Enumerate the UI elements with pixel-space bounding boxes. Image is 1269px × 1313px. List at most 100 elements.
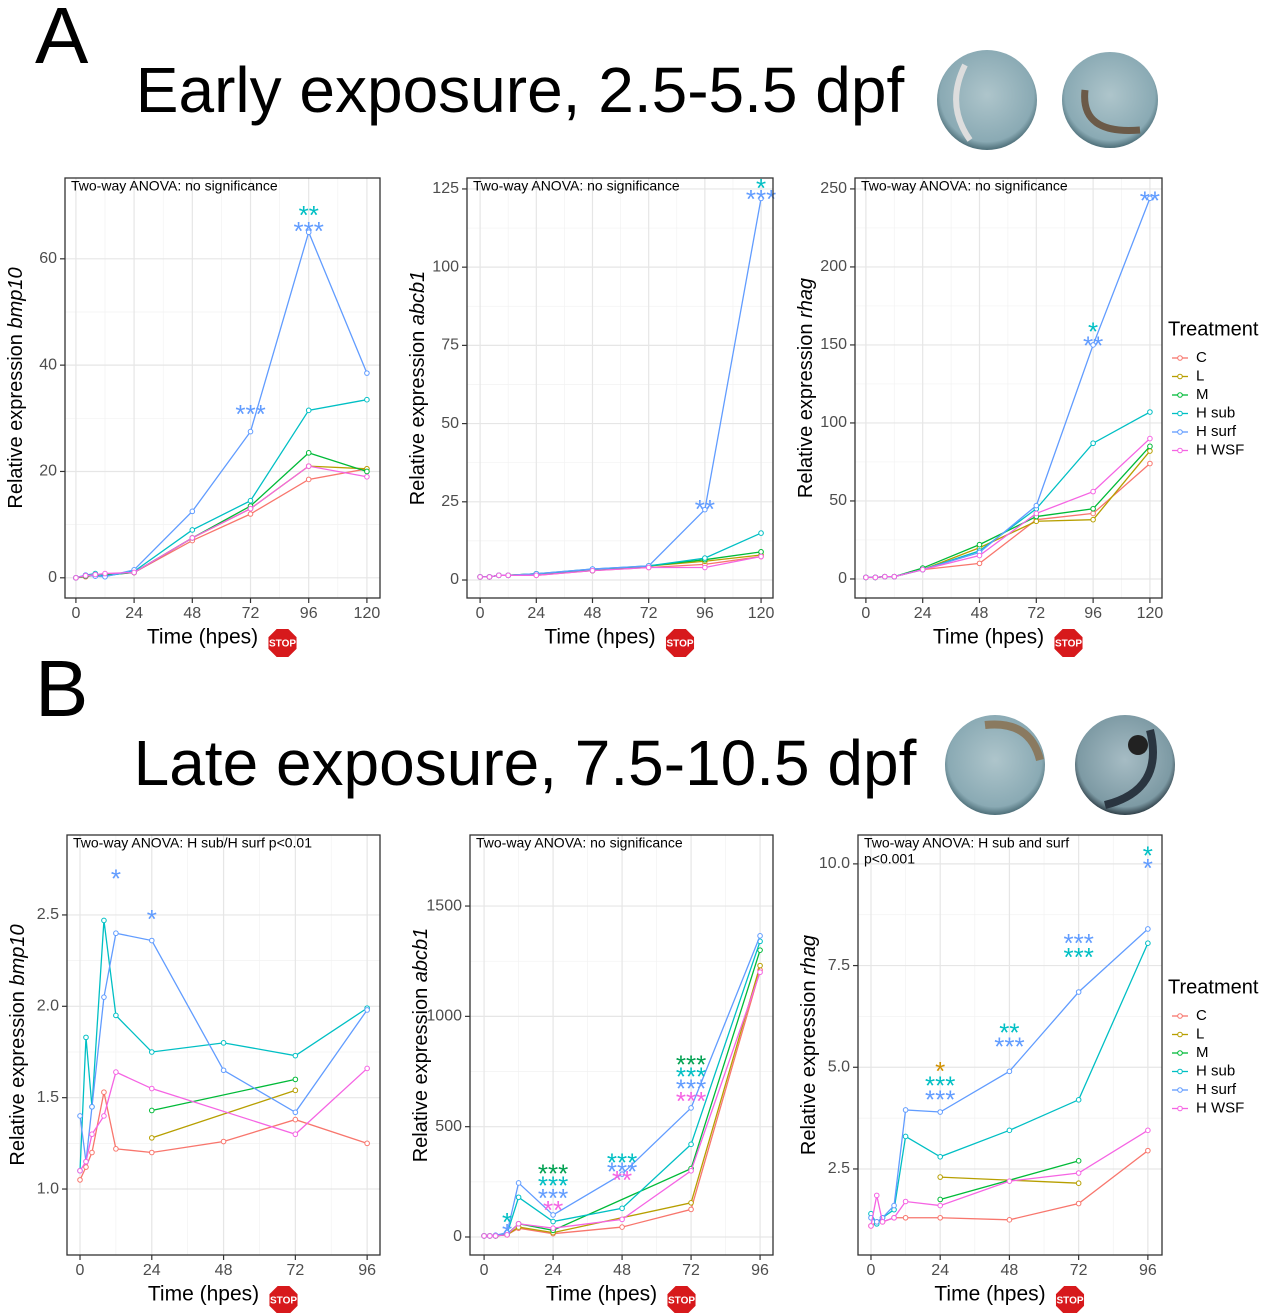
data-point	[220, 1138, 227, 1145]
data-point	[1033, 502, 1040, 509]
data-point	[1090, 516, 1096, 523]
data-point	[292, 1076, 299, 1083]
data-point	[77, 1177, 83, 1183]
x-tick-label: 96	[358, 1262, 376, 1279]
y-tick-label: 1000	[426, 1008, 462, 1025]
data-point	[77, 1113, 83, 1119]
data-point	[364, 1065, 370, 1072]
legend-label: H WSF	[1196, 441, 1244, 458]
y-axis-label-gene: rhag	[798, 935, 820, 975]
data-point	[247, 505, 254, 512]
legend-label: H sub	[1196, 1062, 1235, 1079]
x-tick-label: 48	[613, 1262, 631, 1279]
data-point	[1090, 440, 1096, 447]
data-point	[189, 527, 196, 533]
significance-stars: *	[111, 864, 121, 894]
x-tick-label: 0	[480, 1262, 489, 1279]
data-point	[873, 1192, 880, 1199]
data-point	[101, 994, 107, 1000]
plot-border	[469, 834, 774, 1256]
data-point	[1145, 1147, 1151, 1154]
y-tick-label: 7.5	[828, 957, 850, 974]
anova-annotation: Two-way ANOVA: H sub/H surf p<0.01	[73, 835, 312, 851]
y-tick-label: 100	[820, 414, 847, 431]
x-tick-label: 48	[971, 605, 989, 622]
x-tick-label: 72	[682, 1262, 700, 1279]
y-tick-label: 125	[432, 180, 459, 197]
significance-stars: *	[502, 1218, 512, 1248]
data-point	[82, 572, 89, 579]
y-tick-label: 40	[39, 356, 57, 373]
x-axis-label: Time (hpes)	[147, 626, 258, 649]
data-point	[148, 1049, 155, 1055]
data-point	[1033, 518, 1040, 525]
embryo-body	[1103, 729, 1157, 809]
significance-stars: ***	[676, 1049, 706, 1079]
significance-stars: *	[1143, 853, 1153, 883]
x-tick-label: 0	[76, 1262, 85, 1279]
x-tick-label: 24	[931, 1262, 949, 1279]
data-point	[92, 571, 99, 578]
data-point	[89, 1149, 95, 1156]
section-letter: B	[35, 644, 88, 733]
plot-background	[65, 178, 380, 598]
y-tick-label: 0	[450, 571, 459, 588]
legend-point	[1177, 1068, 1183, 1075]
y-axis-label-gene: rhag	[795, 278, 817, 318]
data-point	[1145, 926, 1151, 932]
data-point	[758, 553, 764, 560]
x-axis-label: Time (hpes)	[544, 626, 655, 649]
data-point	[486, 574, 493, 580]
legend-title: Treatment	[1168, 976, 1259, 998]
data-point	[1090, 488, 1096, 495]
data-point	[148, 937, 155, 944]
x-tick-label: 120	[354, 605, 381, 622]
panel: 0 24 48 72 96 1.0 1.5 2.0 2.5 * * Two-way ANOVA: H …	[7, 834, 381, 1313]
data-point	[976, 541, 983, 548]
data-point	[504, 1231, 510, 1238]
x-tick-label: 0	[71, 605, 80, 622]
y-tick-label: 1.0	[37, 1180, 59, 1197]
data-point	[364, 1007, 370, 1013]
significance-stars: ***	[1063, 942, 1093, 972]
stop-sign-label: STOP	[666, 639, 693, 650]
data-point	[882, 573, 888, 580]
y-axis-label-text: Relative expression	[795, 324, 817, 499]
legend-point	[1177, 373, 1183, 380]
y-axis-label: Relative expression rhag	[795, 278, 817, 498]
y-axis-label-gene: bmp10	[7, 924, 29, 985]
data-point	[131, 569, 137, 576]
data-point	[1033, 510, 1040, 517]
significance-stars: *	[502, 1207, 512, 1237]
data-point	[515, 1180, 522, 1186]
x-tick-label: 0	[476, 605, 485, 622]
data-point	[758, 549, 764, 555]
data-point	[1075, 1170, 1082, 1176]
data-point	[619, 1171, 625, 1177]
legend-point	[1177, 1013, 1183, 1019]
embryo-images	[937, 50, 1175, 815]
embryo	[937, 50, 1037, 150]
legend-label: H WSF	[1196, 1099, 1244, 1116]
significance-stars: **	[543, 1195, 563, 1225]
y-tick-label: 2.5	[828, 1160, 850, 1177]
data-point	[515, 1194, 522, 1201]
panel: 0 24 48 72 96 120050100150200250*****Two-way …	[795, 177, 1163, 659]
plot-border	[64, 177, 381, 599]
data-point	[619, 1205, 625, 1212]
data-point	[113, 1012, 119, 1019]
data-point	[758, 530, 764, 536]
data-point	[515, 1220, 522, 1227]
y-axis-label: Relative expression abcb1	[410, 928, 432, 1163]
plot-border	[857, 834, 1163, 1256]
significance-stars: *	[756, 173, 766, 203]
x-tick-label: 72	[1070, 1262, 1088, 1279]
y-tick-label: 25	[441, 493, 459, 510]
data-point	[113, 1069, 119, 1075]
data-point	[292, 1087, 299, 1094]
legend-point	[1177, 447, 1183, 454]
x-tick-label: 48	[215, 1262, 233, 1279]
y-axis-label-text: Relative expression	[798, 981, 820, 1156]
significance-stars: ***	[235, 399, 265, 429]
y-tick-label: 250	[820, 180, 847, 197]
